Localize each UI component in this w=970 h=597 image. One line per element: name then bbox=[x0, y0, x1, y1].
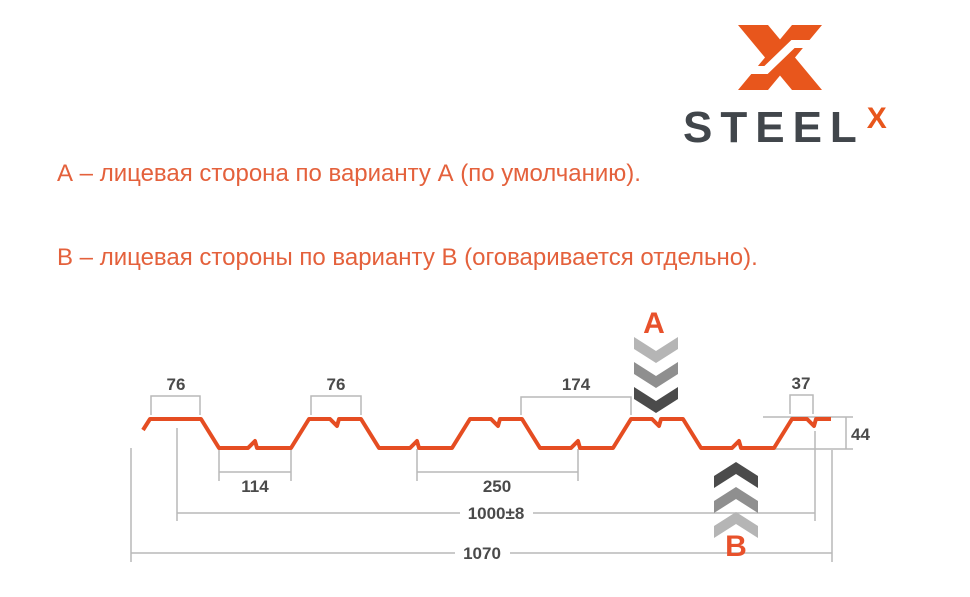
logo-brand-text: STEEL bbox=[683, 103, 865, 152]
steelx-logo-x-icon bbox=[738, 25, 822, 90]
dim-working-width-lines bbox=[176, 428, 816, 521]
dim-end-flange: 37 bbox=[789, 374, 814, 414]
dim-working-width: 1000±8 bbox=[176, 428, 816, 523]
dim-working-width-value: 1000±8 bbox=[468, 504, 525, 523]
dim-flange2: 76 bbox=[310, 375, 362, 415]
dim-overall-width-value: 1070 bbox=[463, 544, 501, 563]
profile-outline bbox=[141, 417, 831, 450]
logo-wordmark: STEELX bbox=[683, 102, 887, 153]
dim-pitch: 250 bbox=[416, 449, 579, 496]
dim-flange1-value: 76 bbox=[167, 375, 186, 394]
chevrons-a bbox=[634, 337, 678, 413]
chevron-down-icon bbox=[634, 337, 678, 363]
dim-flange1-bracket bbox=[150, 395, 201, 415]
dim-height: 44 bbox=[763, 416, 870, 450]
dim-overall-width: 1070 bbox=[130, 448, 833, 563]
side-b-label: В bbox=[725, 530, 747, 563]
side-a-label: А bbox=[643, 307, 665, 340]
logo: STEELX bbox=[680, 22, 910, 152]
note-variant-b: В – лицевая стороны по варианту В (огова… bbox=[57, 244, 758, 271]
dim-opening: 174 bbox=[520, 375, 632, 415]
dim-opening-bracket bbox=[520, 396, 632, 415]
dim-bottom-flat: 114 bbox=[218, 449, 292, 496]
dim-opening-value: 174 bbox=[562, 375, 591, 394]
dim-bottom-flat-value: 114 bbox=[241, 477, 269, 496]
dim-bottom-flat-lines bbox=[218, 449, 292, 481]
dim-overall-width-lines bbox=[130, 448, 833, 562]
dim-height-lines bbox=[763, 416, 853, 450]
chevron-up-icon bbox=[714, 462, 758, 488]
note-variant-a: А – лицевая сторона по варианту А (по ум… bbox=[57, 160, 641, 187]
dim-height-value: 44 bbox=[851, 425, 870, 444]
chevron-up-icon bbox=[714, 512, 758, 538]
dim-pitch-lines bbox=[416, 449, 579, 481]
dim-flange2-bracket bbox=[310, 395, 362, 415]
dim-pitch-value: 250 bbox=[483, 477, 511, 496]
logo-white-weave bbox=[739, 40, 821, 74]
dim-flange1: 76 bbox=[150, 375, 201, 415]
dim-end-flange-bracket bbox=[789, 394, 814, 414]
chevron-down-icon bbox=[634, 362, 678, 388]
dim-flange2-value: 76 bbox=[327, 375, 346, 394]
chevron-down-icon bbox=[634, 387, 678, 413]
chevron-up-icon bbox=[714, 487, 758, 513]
logo-superscript-x: X bbox=[866, 102, 887, 135]
chevrons-b bbox=[714, 462, 758, 538]
dim-end-flange-value: 37 bbox=[792, 374, 811, 393]
